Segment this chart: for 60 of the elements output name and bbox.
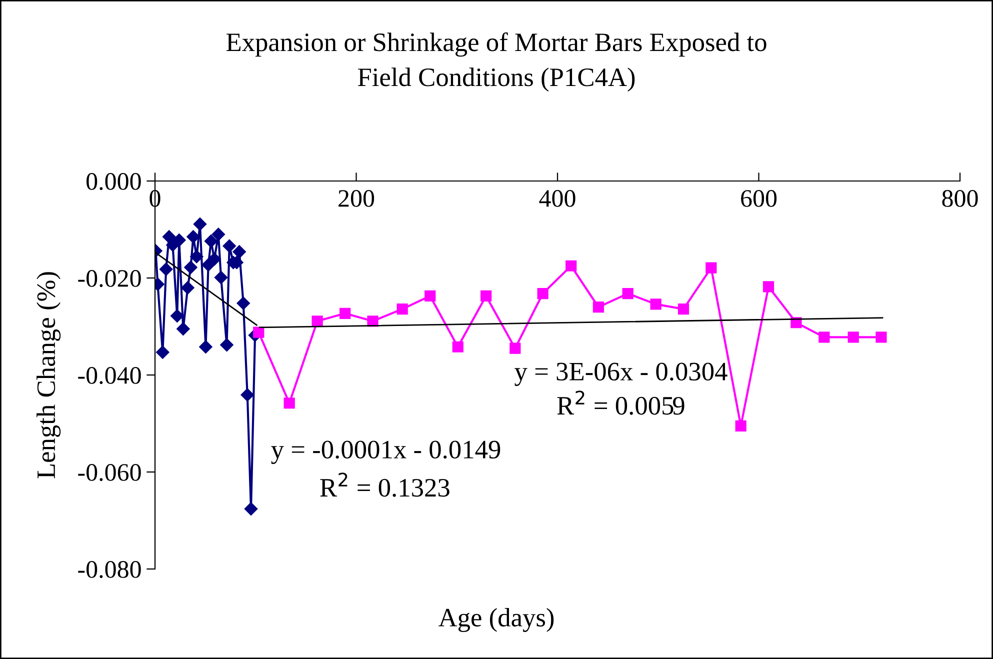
point [452, 341, 464, 352]
point [162, 230, 176, 244]
y-tick-label: -0.040 [78, 367, 141, 384]
point [222, 239, 236, 253]
point [566, 260, 577, 272]
point [762, 281, 774, 292]
point [876, 332, 887, 343]
point [312, 316, 323, 327]
point [367, 316, 378, 327]
point [220, 338, 234, 352]
point [204, 234, 218, 248]
point [622, 288, 634, 300]
y-tick-label: -0.060 [78, 464, 141, 482]
point [240, 388, 254, 402]
point [244, 502, 258, 516]
point [253, 326, 264, 338]
point [818, 332, 830, 343]
annotation: R$^{2}$ = 0.0059 [557, 390, 684, 415]
point [186, 230, 200, 244]
point [848, 332, 859, 343]
point [214, 270, 228, 284]
point [208, 252, 221, 266]
point [284, 398, 295, 409]
annotation: y = 3E-06x - 0.0304 [514, 362, 728, 386]
x-tick-label: 200 [338, 190, 374, 207]
point [735, 420, 746, 432]
point [170, 309, 184, 322]
point [193, 218, 207, 231]
y-tick-label: 0.000 [86, 173, 141, 190]
x-tick-label: 600 [741, 190, 777, 207]
point [396, 303, 408, 315]
point [236, 296, 250, 310]
point [159, 262, 173, 276]
x-tick-label: 800 [942, 190, 978, 207]
y-tick-label: -0.020 [78, 270, 141, 288]
chart-title: Expansion or Shrinkage of Mortar Bars Exposed to Field Conditions (P1C4A) [226, 32, 766, 92]
point [537, 288, 548, 300]
point [199, 340, 212, 354]
point [184, 260, 198, 274]
point [480, 290, 492, 302]
annotation: R$^{2}$ = 0.1323 [320, 472, 450, 497]
point [156, 346, 170, 359]
point [650, 298, 662, 310]
point [181, 281, 194, 294]
y-tick-label: -0.080 [78, 561, 141, 578]
point [706, 262, 717, 274]
point [212, 228, 225, 241]
y-axis-title: Length Change (%) [36, 272, 61, 478]
point [510, 342, 521, 354]
point [172, 234, 186, 247]
x-tick-label: 400 [539, 190, 576, 207]
point [340, 308, 351, 319]
point [190, 250, 204, 264]
point [232, 245, 246, 258]
point [592, 302, 604, 313]
point [424, 290, 436, 302]
annotation: y = -0.0001x - 0.0149 [271, 440, 500, 464]
point [176, 322, 190, 336]
point [678, 303, 690, 315]
x-axis-title: Age (days) [438, 608, 554, 632]
